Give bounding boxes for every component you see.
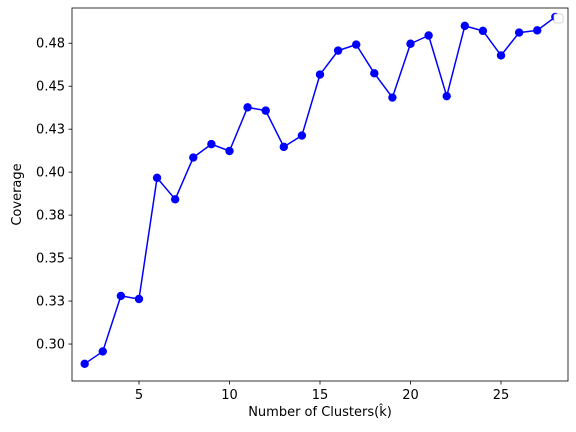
y-tick-label: 0.43 (36, 123, 65, 138)
plot-data-layer (80, 12, 560, 369)
data-point (333, 46, 343, 55)
data-point (207, 139, 216, 149)
data-point (424, 31, 433, 40)
axis-ticks-layer: 5 10 15 20 25 0.30 0.33 0.35 0.38 0.40 0.43 0.45 0.4… (36, 37, 509, 403)
data-point (98, 347, 107, 356)
x-tick-label: 15 (312, 388, 329, 403)
data-point (279, 142, 288, 152)
data-point (460, 21, 470, 31)
data-point (315, 70, 325, 79)
y-tick-label: 0.35 (36, 252, 65, 267)
data-point (170, 195, 180, 204)
data-point (478, 26, 488, 36)
plot-frame (71, 7, 569, 382)
y-tick-label: 0.30 (36, 338, 65, 353)
data-point (261, 106, 270, 115)
x-tick-label: 20 (402, 388, 419, 403)
data-point (134, 294, 144, 304)
data-point (189, 153, 198, 162)
data-point (388, 93, 397, 102)
y-tick-label: 0.38 (36, 209, 65, 224)
data-point (243, 103, 252, 112)
data-point (533, 26, 542, 35)
series-line (84, 16, 556, 365)
x-tick-label: 10 (221, 388, 238, 403)
x-tick-label: 5 (135, 388, 143, 403)
data-point (116, 291, 126, 301)
data-point (80, 359, 89, 369)
data-point (406, 39, 415, 48)
y-tick-label: 0.33 (36, 295, 65, 310)
data-point (442, 91, 451, 101)
y-axis-label: Coverage (10, 163, 25, 225)
y-tick-label: 0.48 (36, 37, 65, 52)
x-tick-label: 25 (493, 388, 510, 403)
data-point (370, 69, 379, 78)
y-tick-label: 0.40 (36, 166, 65, 181)
data-point (225, 146, 234, 156)
data-point (352, 40, 361, 49)
legend-box (553, 13, 564, 24)
data-point (297, 131, 307, 140)
data-point (496, 51, 506, 60)
y-tick-label: 0.45 (36, 80, 65, 95)
data-point (514, 28, 524, 37)
data-point (152, 173, 162, 183)
x-axis-label: Number of Clusters(k̂) (248, 405, 392, 420)
